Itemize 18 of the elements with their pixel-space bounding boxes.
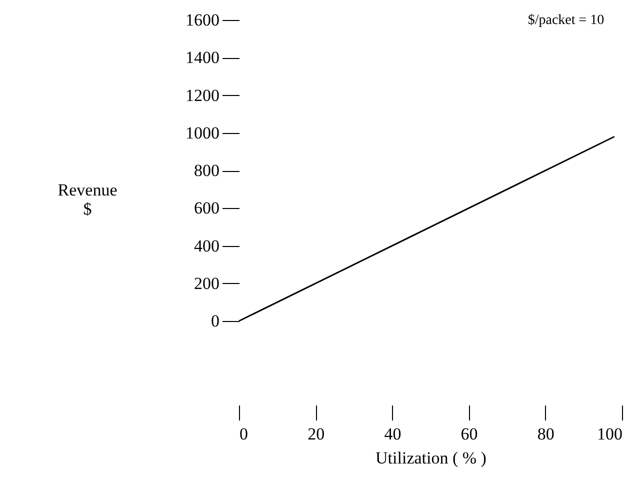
- y-tick-label: 800: [194, 161, 220, 180]
- y-tick-label: 1600: [186, 10, 220, 30]
- y-tick-label: 400: [194, 236, 220, 256]
- y-tick-label: 1000: [186, 123, 220, 142]
- y-axis-title: Revenue $: [58, 180, 118, 218]
- x-tick-label: 60: [460, 424, 478, 444]
- y-tick-label: 1400: [186, 48, 220, 68]
- x-tick-label: 0: [240, 424, 248, 444]
- x-tick-label: 40: [384, 424, 402, 444]
- y-tick-label: 600: [194, 198, 220, 218]
- y-tick-label: 1200: [186, 86, 220, 105]
- x-tick-label: 100: [597, 424, 622, 444]
- x-tick-label: 20: [308, 424, 325, 444]
- x-tick-label: 80: [537, 424, 554, 444]
- y-tick-label: 0: [211, 312, 220, 330]
- annotation: $/packet = 10: [528, 13, 604, 28]
- x-axis-title: Utilization ( % ): [376, 448, 486, 468]
- y-tick-label: 200: [194, 274, 220, 293]
